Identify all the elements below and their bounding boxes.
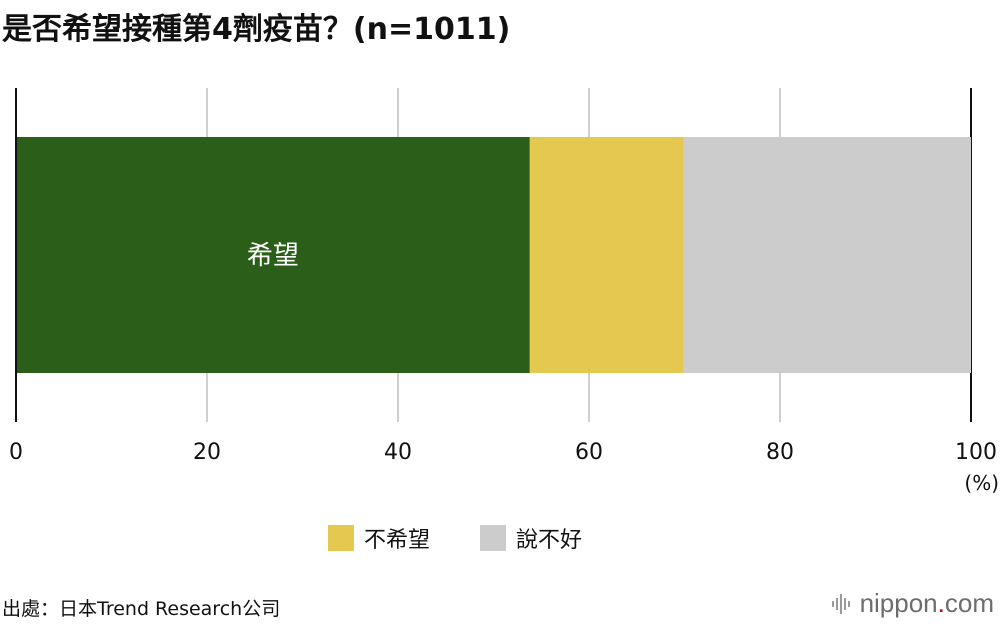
wave-icon [831,591,852,617]
brand-dot: . [937,588,945,618]
legend-swatch-no [328,525,354,551]
legend-swatch-unsure [480,525,507,551]
bar-segments [16,137,971,373]
x-tick-100: 100 [955,440,997,465]
legend-item-no: 不希望 [328,522,430,554]
x-tick-80: 80 [766,440,794,465]
bar-segment-2 [529,137,684,373]
chart-title: 是否希望接種第4劑疫苗？(n=1011) [2,12,511,47]
bar-segment-3 [683,137,971,373]
x-tick-20: 20 [193,440,221,465]
bar-segment-1 [16,137,530,373]
source-note: 出處：日本Trend Research公司 [2,598,281,620]
x-tick-60: 60 [575,440,603,465]
x-tick-0: 0 [9,440,23,465]
bar-label-hope: 希望 [247,241,299,271]
nippon-logo[interactable]: nippon. com [831,588,994,619]
x-tick-40: 40 [384,440,412,465]
legend-item-unsure: 說不好 [480,522,582,554]
legend-label-no: 不希望 [364,528,431,553]
brand-tld: com [944,588,994,618]
legend-label-unsure: 說不好 [516,528,583,553]
brand-name: nippon [859,588,938,618]
legend: 不希望 說不好 [328,522,632,554]
x-tick-labels: 0 20 40 60 80 100 [9,440,997,465]
x-axis-unit: (%) [964,471,999,495]
stacked-bar-chart: 0 20 40 60 80 100 希望 (%) [9,88,999,495]
